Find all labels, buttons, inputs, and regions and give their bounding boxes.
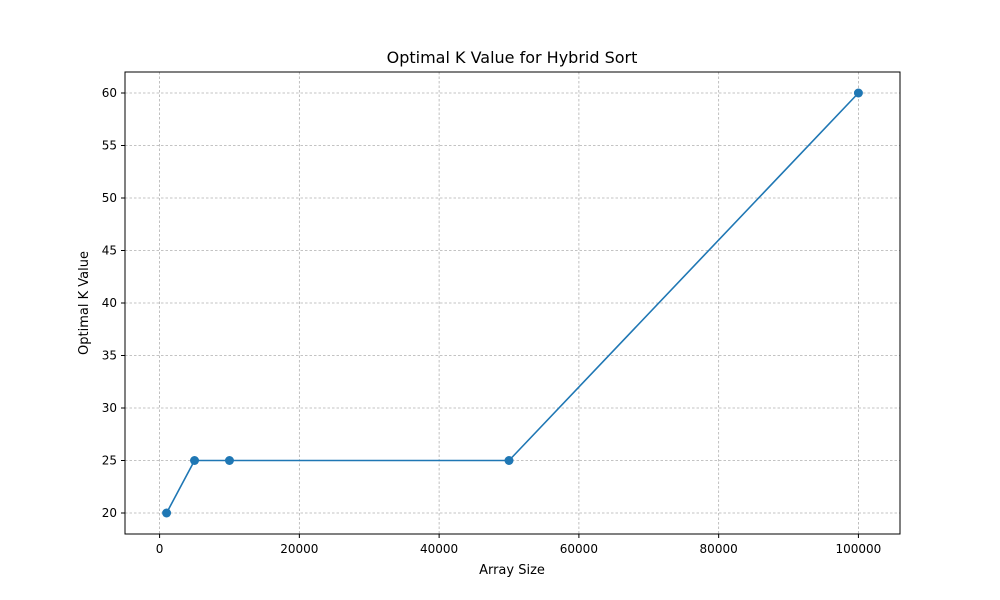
- y-tick-label: 60: [102, 86, 117, 100]
- y-tick-label: 50: [102, 191, 117, 205]
- y-tick-label: 30: [102, 401, 117, 415]
- axis-ticks: 0 20000 40000 60000 80000 100000 20 25 30 35 40 45 5…: [102, 86, 882, 556]
- data-point: [504, 456, 514, 465]
- x-tick-label: 0: [156, 542, 164, 556]
- x-tick-label: 20000: [280, 542, 318, 556]
- x-tick-label: 60000: [560, 542, 598, 556]
- y-tick-label: 35: [102, 349, 117, 363]
- x-tick-label: 80000: [700, 542, 738, 556]
- data-point: [853, 88, 863, 98]
- y-tick-label: 55: [102, 139, 117, 153]
- series-layer: [162, 88, 863, 518]
- y-tick-label: 45: [102, 244, 117, 258]
- y-tick-label: 20: [102, 506, 117, 520]
- data-point: [224, 456, 234, 465]
- data-point: [162, 508, 172, 518]
- y-axis-label: Optimal K Value: [77, 251, 92, 355]
- x-tick-label: 40000: [420, 542, 458, 556]
- y-tick-label: 40: [102, 296, 117, 310]
- chart-title: Optimal K Value for Hybrid Sort: [387, 48, 638, 67]
- x-tick-label: 100000: [836, 542, 882, 556]
- data-point: [190, 456, 200, 465]
- y-tick-label: 25: [102, 454, 117, 468]
- x-axis-label: Array Size: [479, 563, 545, 578]
